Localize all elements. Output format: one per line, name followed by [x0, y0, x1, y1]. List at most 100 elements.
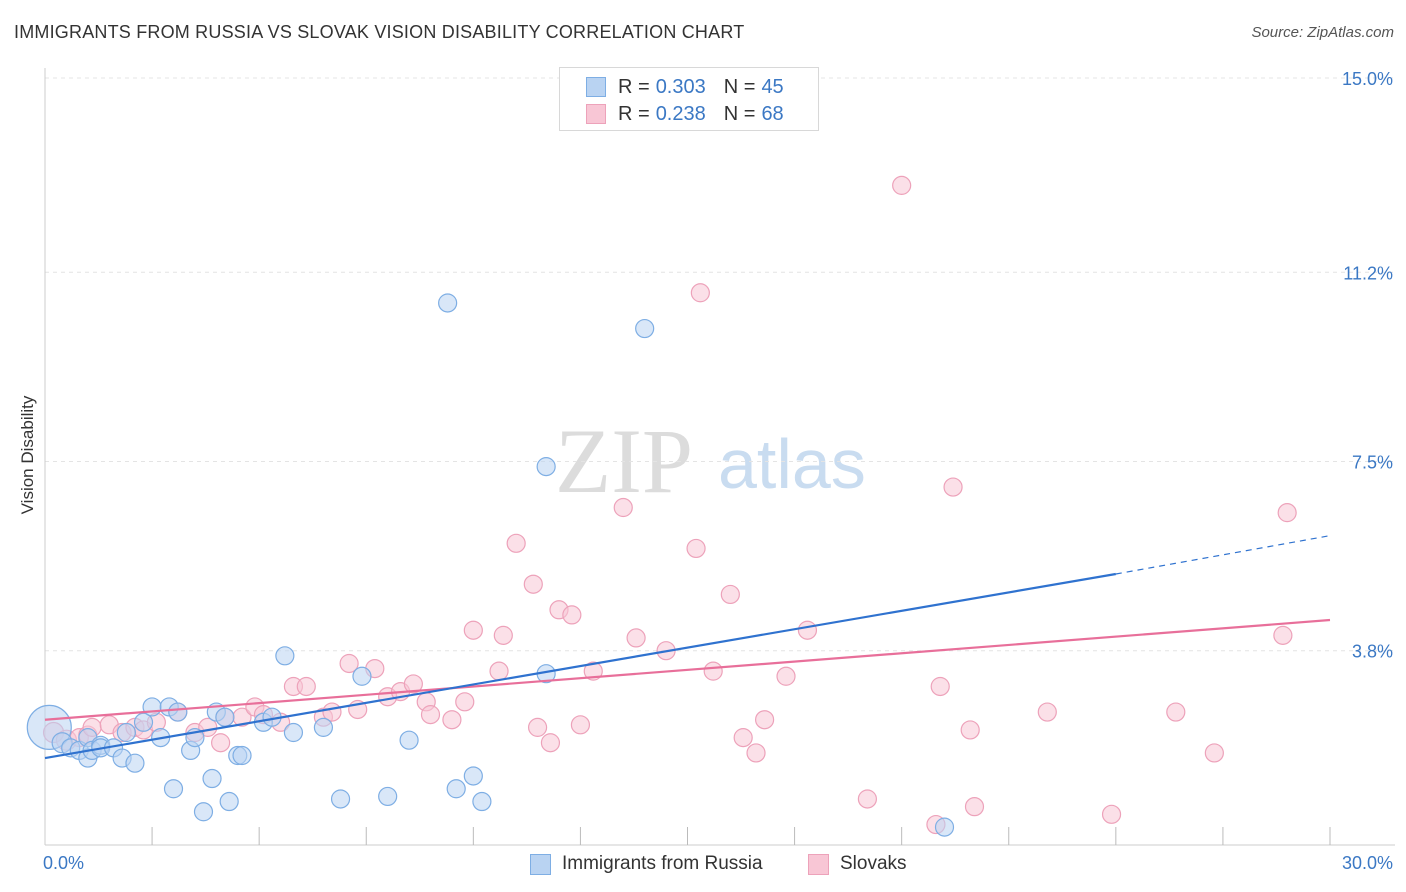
slovaks-point: [1204, 743, 1224, 763]
n-label: N =: [723, 102, 756, 125]
slovaks-point: [720, 584, 740, 605]
slovaks-point: [1101, 804, 1122, 824]
slovaks-point: [746, 743, 766, 763]
russia-point: [934, 817, 955, 837]
russia-point: [352, 666, 372, 686]
russia-point: [125, 753, 145, 773]
slovaks-point: [570, 715, 591, 735]
russia-point: [446, 779, 466, 799]
slovaks-point: [964, 797, 985, 817]
r-label: R =: [618, 75, 650, 98]
russia-point: [163, 779, 184, 799]
stats-legend: R = 0.303 N = 45 R = 0.238 N = 68: [559, 67, 819, 131]
russia-point: [193, 802, 214, 822]
slovaks-point: [420, 705, 441, 725]
r-value: 0.238: [655, 102, 706, 125]
russia-trend-extension: [1115, 535, 1331, 575]
russia-point: [275, 646, 295, 666]
slovaks-point: [296, 676, 316, 697]
russia-point: [116, 722, 136, 743]
legend-swatch-slovaks: [808, 853, 829, 875]
source-label: Source: ZipAtlas.com: [1251, 24, 1394, 41]
r-value: 0.303: [655, 75, 706, 98]
russia-point: [232, 745, 252, 766]
russia-point: [142, 697, 162, 717]
russia-point: [378, 786, 398, 807]
slovaks-point: [1273, 625, 1293, 645]
grid: [45, 77, 1395, 652]
slovaks-swatch: [586, 104, 606, 124]
slovaks-point: [506, 533, 526, 553]
russia-point: [330, 789, 351, 809]
stats-row-slovaks: R = 0.238 N = 68: [586, 101, 784, 127]
watermark: ZIP atlas: [555, 410, 866, 512]
y-tick-label: 11.2%: [1343, 263, 1393, 283]
slovaks-point: [892, 175, 912, 195]
slovaks-point: [211, 733, 231, 753]
russia-point: [133, 712, 154, 732]
trend-lines: [44, 535, 1331, 760]
slovaks-points: [42, 175, 1297, 835]
russia-point: [168, 702, 188, 722]
chart-title: IMMIGRANTS FROM RUSSIA VS SLOVAK VISION …: [14, 22, 745, 42]
slovaks-point: [339, 653, 359, 674]
russia-point: [536, 457, 556, 477]
slovaks-trend-line: [44, 618, 1331, 721]
x-tick-label: 30.0%: [1342, 853, 1393, 873]
legend-item-slovaks[interactable]: Slovaks: [808, 851, 907, 877]
slovaks-point: [403, 674, 423, 694]
n-value: 45: [761, 75, 784, 98]
slovaks-point: [489, 661, 509, 681]
russia-trend-line: [44, 572, 1117, 760]
tick-labels: 3.8% 7.5% 11.2% 15.0% 0.0% 30.0%: [43, 69, 1393, 873]
slovaks-point: [613, 497, 633, 518]
slovaks-point: [943, 477, 963, 497]
russia-swatch: [586, 77, 606, 97]
watermark-atlas: atlas: [718, 425, 866, 503]
russia-point: [463, 766, 483, 786]
legend-item-russia[interactable]: Immigrants from Russia: [530, 851, 763, 877]
y-tick-label: 7.5%: [1352, 453, 1393, 473]
slovaks-point: [686, 538, 706, 559]
stats-row-russia: R = 0.303 N = 45: [586, 74, 784, 100]
russia-points: [26, 293, 955, 837]
slovaks-point: [583, 661, 603, 681]
legend-label-slovaks: Slovaks: [840, 853, 907, 874]
r-label: R =: [618, 102, 650, 125]
slovaks-point: [523, 574, 543, 594]
slovaks-point: [527, 717, 548, 737]
slovaks-point: [703, 661, 723, 681]
slovaks-point: [1166, 702, 1186, 722]
slovaks-point: [562, 605, 582, 625]
russia-point: [215, 707, 235, 727]
russia-point: [438, 293, 458, 313]
russia-point: [313, 717, 334, 737]
slovaks-point: [463, 620, 483, 640]
slovaks-point: [626, 628, 646, 648]
slovaks-point: [455, 692, 475, 712]
slovaks-point: [754, 710, 775, 730]
russia-point: [472, 791, 492, 812]
russia-point: [399, 730, 419, 750]
legend-swatch-russia: [530, 853, 551, 875]
russia-point: [635, 318, 655, 339]
slovaks-point: [1037, 702, 1057, 722]
slovaks-point: [690, 283, 710, 303]
n-value: 68: [761, 102, 784, 125]
legend-label-russia: Immigrants from Russia: [562, 853, 763, 874]
slovaks-point: [442, 710, 462, 730]
y-tick-label: 15.0%: [1342, 69, 1393, 89]
n-label: N =: [723, 75, 756, 98]
slovaks-point: [540, 733, 561, 753]
slovaks-point: [1277, 503, 1297, 523]
slovaks-point: [857, 789, 878, 809]
slovaks-point: [930, 676, 950, 697]
russia-point: [283, 722, 304, 743]
slovaks-point: [960, 720, 980, 740]
slovaks-point: [797, 620, 818, 640]
slovaks-point: [493, 625, 513, 645]
x-tick-label: 0.0%: [43, 853, 84, 873]
y-tick-label: 3.8%: [1352, 642, 1393, 662]
slovaks-point: [733, 728, 753, 748]
